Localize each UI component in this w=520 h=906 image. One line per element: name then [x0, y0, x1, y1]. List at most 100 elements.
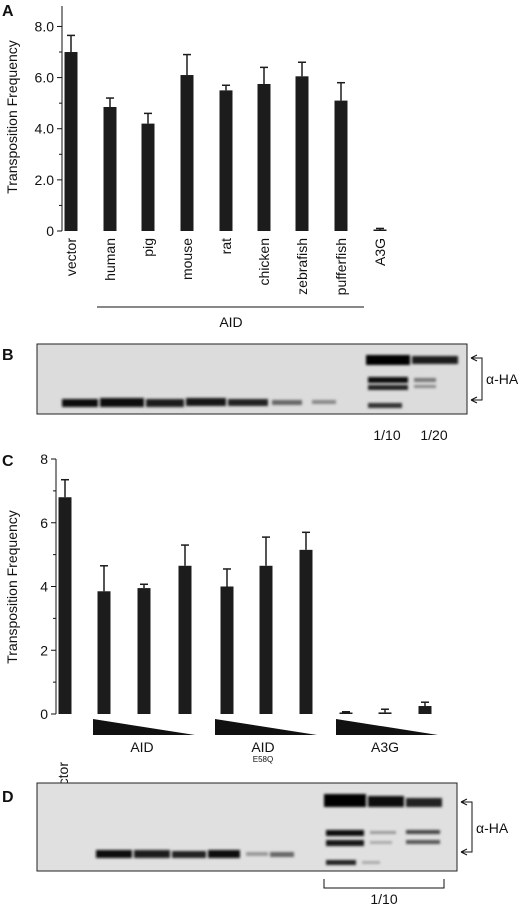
- blot-b-band: [272, 400, 302, 405]
- bar: [220, 586, 234, 714]
- blot-d-band: [368, 796, 404, 807]
- blot-d-bracket: [462, 801, 473, 853]
- panel-label-a: A: [2, 3, 14, 20]
- gradient-wedge-aid: [93, 719, 195, 735]
- y-tick-label: 6.0: [35, 70, 55, 86]
- x-tick-label: rat: [218, 238, 234, 254]
- blot-d-band: [406, 830, 440, 834]
- bar: [178, 565, 192, 714]
- y-tick-label: 8: [40, 451, 48, 467]
- blot-b-bands: [62, 355, 458, 408]
- panel-label-b: B: [2, 347, 14, 364]
- chart-a: Transposition Frequency AID 0 2.0 4.0 6.0 8.…: [4, 6, 388, 330]
- chart-c-ylabel: Transposition Frequency: [4, 510, 20, 664]
- bar: [373, 229, 387, 231]
- blot-b-band: [366, 355, 410, 365]
- blot-d-band: [134, 850, 170, 858]
- bar: [141, 123, 155, 231]
- chart-c-group-a3g: A3G: [371, 739, 399, 755]
- blot-b-band: [414, 378, 436, 382]
- blot-d-band: [208, 850, 240, 858]
- blot-d-band: [370, 841, 392, 844]
- blot-b-band: [228, 399, 268, 406]
- blot-d-band: [406, 840, 440, 844]
- blot-b-antibody-label: α-HA: [486, 371, 519, 387]
- blot-d-arrowheads: [460, 798, 468, 856]
- blot-d-band: [406, 798, 442, 807]
- blot-d-band: [326, 840, 364, 846]
- x-tick-label: pig: [140, 238, 156, 257]
- bar: [137, 588, 151, 714]
- y-tick-label: 2: [40, 642, 48, 658]
- blot-b-band: [100, 398, 144, 407]
- blot-b-bracket: [472, 357, 483, 401]
- blot-b-dilution-1: 1/10: [373, 427, 400, 443]
- blot-b-band: [414, 385, 436, 388]
- x-tick-label: zebrafish: [294, 238, 310, 295]
- y-tick-label: 0: [46, 223, 54, 239]
- bar: [418, 706, 432, 714]
- bar: [103, 106, 117, 231]
- bar: [58, 497, 72, 714]
- bar: [299, 549, 313, 714]
- blot-d-band: [96, 850, 132, 858]
- panel-label-d: D: [2, 789, 14, 806]
- blot-b-band: [186, 398, 226, 406]
- chart-a-ylabel: Transposition Frequency: [4, 40, 20, 194]
- blot-b-band: [412, 356, 458, 364]
- blot-b-band: [146, 399, 184, 407]
- bar: [259, 565, 273, 714]
- x-tick-label: A3G: [372, 238, 388, 266]
- blot-b-arrowheads: [470, 354, 478, 404]
- chart-c-group-aid: AID: [130, 739, 153, 755]
- y-tick-label: 6: [40, 515, 48, 531]
- blot-b-band: [312, 400, 336, 404]
- western-blot-d: α-HA 1/10: [36, 782, 509, 906]
- panel-label-c: C: [2, 453, 14, 470]
- bar: [295, 76, 309, 231]
- blot-d-band: [362, 861, 380, 864]
- bar: [180, 75, 194, 231]
- blot-b-band: [368, 377, 408, 383]
- x-tick-label: chicken: [256, 238, 272, 285]
- blot-b-band: [368, 385, 408, 390]
- blot-d-dilution-label: 1/10: [370, 891, 397, 906]
- bar: [257, 83, 271, 231]
- blot-d-band: [326, 830, 364, 836]
- chart-a-group-label: AID: [219, 314, 242, 330]
- x-tick-label: vector: [63, 238, 79, 276]
- blot-d-band: [370, 831, 396, 834]
- bar: [334, 100, 348, 232]
- y-tick-label: 8.0: [35, 18, 55, 34]
- blot-d-antibody-label: α-HA: [476, 820, 509, 836]
- blot-d-band: [172, 851, 206, 858]
- blot-d-band: [324, 794, 366, 807]
- blot-b-dilution-2: 1/20: [420, 427, 447, 443]
- blot-d-dilution-bracket: [323, 879, 445, 889]
- chart-c-group-aid-e58q: AID: [251, 739, 274, 755]
- x-tick-label: mouse: [179, 238, 195, 280]
- bar: [219, 90, 233, 231]
- blot-d-band: [326, 860, 356, 865]
- bar: [378, 712, 392, 714]
- y-tick-label: 2.0: [35, 172, 55, 188]
- bar: [97, 591, 111, 714]
- blot-d-bands: [96, 794, 442, 865]
- y-tick-label: 0: [40, 706, 48, 722]
- chart-c: Transposition Frequency vector AID AID E…: [4, 451, 438, 800]
- bar: [339, 712, 353, 714]
- bar: [64, 52, 78, 231]
- gradient-wedge-a3g: [336, 719, 438, 735]
- x-tick-label: pufferfish: [333, 238, 349, 295]
- western-blot-b: α-HA 1/10 1/20: [36, 343, 519, 443]
- y-tick-label: 4: [40, 579, 48, 595]
- y-tick-label: 4.0: [35, 121, 55, 137]
- chart-c-group-sublabel-e58q: E58Q: [253, 755, 273, 764]
- x-tick-label: human: [102, 238, 118, 281]
- gradient-wedge-aid-e58q: [215, 719, 317, 735]
- blot-b-band: [368, 403, 402, 408]
- blot-b-band: [62, 399, 98, 407]
- blot-d-band: [246, 852, 268, 856]
- blot-d-band: [270, 852, 294, 857]
